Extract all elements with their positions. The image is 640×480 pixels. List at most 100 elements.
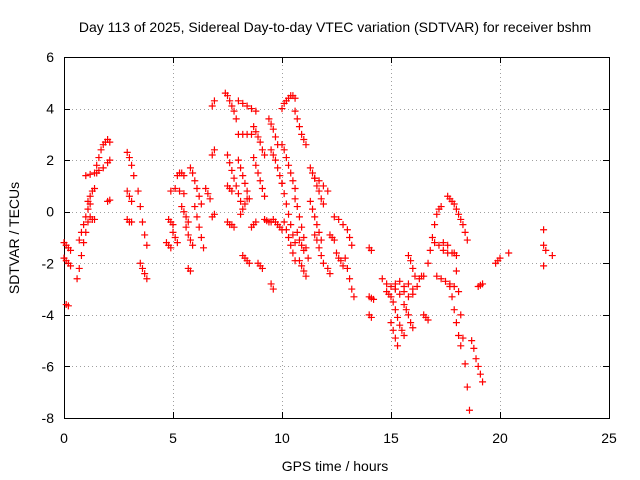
series-s41 (250, 154, 269, 200)
data-point (413, 282, 421, 290)
data-point (293, 203, 301, 211)
data-point (402, 306, 410, 314)
data-point (269, 285, 277, 293)
data-point (479, 280, 487, 288)
series-s51 (278, 141, 299, 193)
series-s46 (265, 115, 282, 149)
data-point (298, 223, 306, 231)
data-point (93, 161, 101, 169)
data-point (311, 213, 319, 221)
series-s44 (258, 146, 269, 159)
data-point (258, 185, 266, 193)
data-point (315, 177, 323, 185)
data-point (317, 195, 325, 203)
data-point (237, 197, 245, 205)
data-point (186, 236, 194, 244)
data-point (141, 270, 149, 278)
grid (64, 57, 609, 418)
series-s50 (278, 92, 299, 113)
data-point (141, 231, 149, 239)
data-point (136, 259, 144, 267)
data-point (396, 277, 404, 285)
data-point (84, 205, 92, 213)
series-s45 (261, 215, 275, 226)
series-s10 (95, 156, 114, 174)
data-point (226, 159, 234, 167)
data-point (210, 210, 218, 218)
data-point (505, 249, 513, 257)
data-point (189, 169, 197, 177)
series-s74 (389, 298, 408, 339)
data-point (228, 187, 236, 195)
series-s76 (391, 285, 417, 301)
data-point (171, 185, 179, 193)
data-point (243, 195, 251, 203)
data-point (461, 228, 469, 236)
data-point (383, 280, 391, 288)
data-point (282, 226, 290, 234)
data-point (324, 187, 332, 195)
data-point (202, 185, 210, 193)
series-s01 (60, 239, 75, 254)
data-point (295, 236, 303, 244)
series-s43 (254, 259, 266, 272)
data-point (468, 337, 476, 345)
data-point (387, 293, 395, 301)
axis-ticks (64, 57, 610, 419)
data-point (247, 130, 255, 138)
data-point (271, 133, 279, 141)
series-s85 (444, 192, 471, 244)
series-s52 (278, 179, 299, 247)
data-point (444, 241, 452, 249)
data-point (367, 246, 375, 254)
series-s69 (365, 293, 378, 303)
data-point (250, 123, 258, 131)
data-point (407, 257, 415, 265)
data-point (302, 141, 310, 149)
data-point (446, 282, 454, 290)
series-s92 (540, 226, 548, 234)
data-point (243, 102, 251, 110)
data-point (391, 285, 399, 293)
data-point (254, 133, 262, 141)
data-point (450, 306, 458, 314)
series-s78 (404, 252, 419, 280)
data-point (540, 262, 548, 270)
data-point (291, 195, 299, 203)
y-tick-label: 2 (46, 152, 54, 168)
data-point (400, 331, 408, 339)
x-tick-label: 5 (169, 430, 177, 446)
data-point (287, 241, 295, 249)
data-point (400, 288, 408, 296)
data-point (457, 215, 465, 223)
data-point (67, 246, 75, 254)
series-s18 (165, 215, 177, 229)
data-point (396, 290, 404, 298)
series-s40 (250, 123, 264, 146)
data-point (407, 319, 415, 327)
y-axis-label: SDTVAR / TECUs (6, 182, 22, 294)
data-point (319, 200, 327, 208)
data-point (97, 146, 105, 154)
series-s70 (365, 311, 375, 321)
series-s59 (306, 197, 325, 244)
data-point (437, 275, 445, 283)
series-s49 (267, 280, 277, 293)
series-s63 (326, 231, 338, 244)
series-s77 (400, 301, 417, 332)
data-point (261, 151, 269, 159)
series-s39 (239, 252, 253, 267)
data-point (378, 275, 386, 283)
data-point (237, 210, 245, 218)
data-point (193, 213, 201, 221)
data-point (311, 231, 319, 239)
data-point (82, 172, 90, 180)
data-point (439, 239, 447, 247)
data-point (540, 226, 548, 234)
data-point (280, 218, 288, 226)
series-s42 (247, 218, 260, 231)
x-axis-label: GPS time / hours (282, 458, 389, 474)
data-point (169, 228, 177, 236)
data-point (208, 102, 216, 110)
data-point (252, 161, 260, 169)
